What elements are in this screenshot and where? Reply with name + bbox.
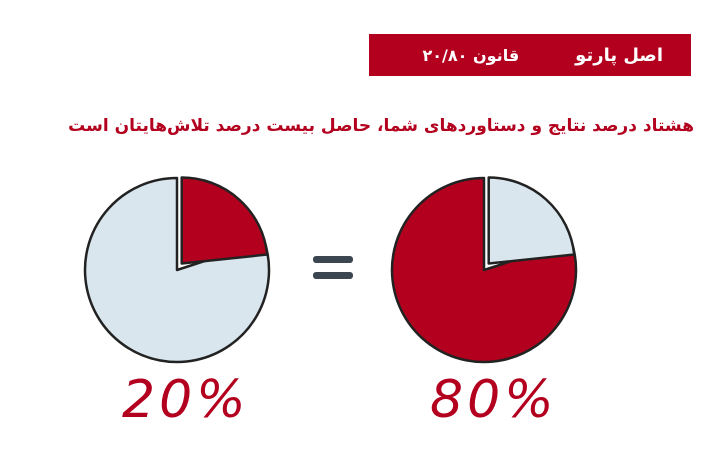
label-right-percent: 80% [430, 370, 558, 430]
pie-left-large-slice [83, 176, 271, 364]
title-banner: اصل پارتو قانون ۲۰/۸۰ [369, 34, 691, 76]
label-left-percent: 20% [122, 370, 250, 430]
subtitle: هشتاد درصد نتایج و دستاوردهای شما، حاصل … [68, 116, 694, 136]
banner-rule: قانون ۲۰/۸۰ [422, 45, 520, 65]
banner-title: اصل پارتو [575, 44, 663, 66]
pie-left-small-slice [180, 176, 269, 265]
pie-right-large-slice [390, 176, 578, 364]
equals-sign [313, 256, 353, 279]
pie-right [390, 176, 578, 364]
pie-right-small-slice [487, 176, 576, 265]
pie-left [83, 176, 271, 364]
